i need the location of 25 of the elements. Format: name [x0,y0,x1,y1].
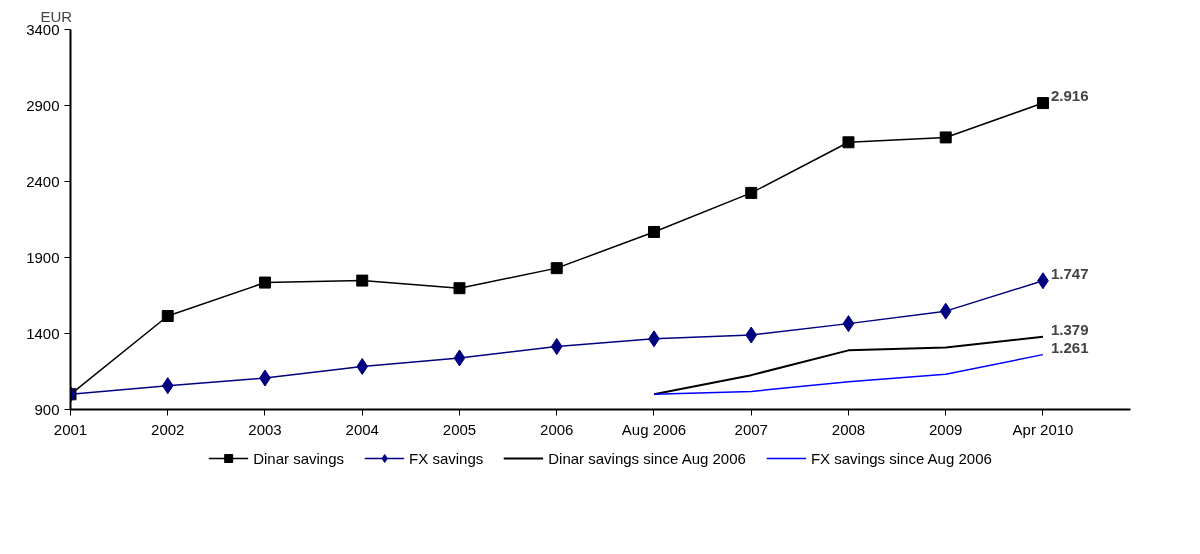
y-tick-label: 2900 [26,96,60,114]
legend-label: Dinar savings since Aug 2006 [548,449,746,467]
x-tick-label: 2002 [151,420,185,438]
x-tick-label: 2009 [929,420,963,438]
y-tick-label: 1400 [26,324,60,342]
legend-label: Dinar savings [253,449,345,467]
data-label: 1.747 [1050,264,1089,282]
x-tick-label: 2003 [248,420,282,438]
x-tick-label: Aug 2006 [621,420,687,438]
legend-label: FX savings [409,449,484,467]
y-tick-label: 900 [34,400,60,418]
x-tick-label: 2004 [345,420,379,438]
y-tick-label: 2400 [26,172,60,190]
legend-label: FX savings since Aug 2006 [810,449,992,467]
data-label: 1.261 [1050,338,1089,356]
x-tick-label: 2006 [540,420,574,438]
x-tick-label: Apr 2010 [1012,420,1074,438]
x-tick-label: 2001 [53,420,88,438]
data-label: 2.916 [1050,87,1089,105]
x-tick-label: 2007 [734,420,768,438]
y-axis-title: EUR [40,7,73,25]
x-tick-label: 2008 [831,420,866,438]
y-tick-label: 1900 [26,248,60,266]
x-tick-label: 2005 [442,420,477,438]
data-label: 1.379 [1050,320,1089,338]
